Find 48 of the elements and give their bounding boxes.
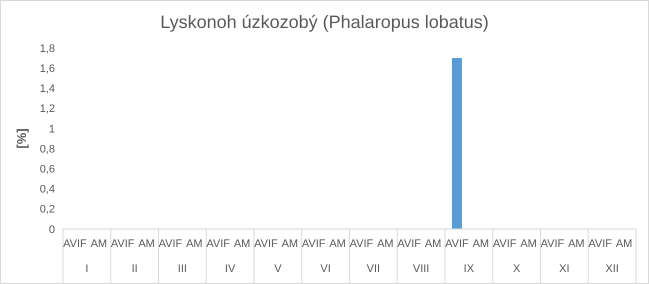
text: AM xyxy=(424,238,442,250)
text: AM xyxy=(186,238,203,250)
y-tick-label: 1,2 xyxy=(40,103,55,116)
text: AVIF xyxy=(254,238,278,250)
text: AVIF xyxy=(158,238,182,250)
chart-title: Lyskonoh úzkozobý (Phalaropus lobatus) xyxy=(160,12,489,32)
text: AM xyxy=(234,238,250,250)
text: AVIF xyxy=(110,238,135,250)
x-tick-label: VIII xyxy=(412,263,430,275)
x-tick-label: IV xyxy=(224,263,236,275)
text: AVIF xyxy=(540,238,564,250)
y-tick-label: 0,4 xyxy=(40,184,55,196)
text: AVIF xyxy=(350,238,374,250)
x-tick-label: VII xyxy=(366,263,380,275)
text: AVIF xyxy=(302,238,326,250)
text: AVIF xyxy=(588,238,612,250)
y-tick-label: 1,8 xyxy=(40,42,55,55)
text: AVIF xyxy=(397,238,422,250)
x-tick-label: XI xyxy=(559,263,570,275)
series-label: AVIF xyxy=(445,238,470,250)
text: AM xyxy=(616,238,632,250)
y-tick-label: 0,2 xyxy=(40,204,55,216)
text: AM xyxy=(568,238,585,250)
x-tick-label: V xyxy=(274,263,282,275)
y-tick-label: 1 xyxy=(48,123,55,136)
x-tick-label: III xyxy=(178,263,187,275)
text: AM xyxy=(138,238,155,250)
y-tick-label: 1,4 xyxy=(40,83,55,96)
y-axis-title: [%] xyxy=(14,128,29,149)
text: AM xyxy=(472,238,490,250)
x-tick-label: X xyxy=(512,263,521,275)
text: AM xyxy=(90,238,108,250)
x-tick-label: II xyxy=(132,263,138,275)
x-tick-label: XII xyxy=(605,263,619,275)
x-tick-label: I xyxy=(85,263,88,275)
text: AVIF xyxy=(63,238,87,250)
text: AVIF xyxy=(492,238,517,250)
y-tick-label: 1,6 xyxy=(40,62,55,75)
y-tick-label: 0,6 xyxy=(40,164,55,176)
x-tick-label: IX xyxy=(464,263,475,275)
y-tick-label: 0,8 xyxy=(40,143,55,156)
text: AM xyxy=(520,238,537,250)
text: AM xyxy=(329,238,346,250)
text: AM xyxy=(377,238,394,250)
y-tick-label: 0 xyxy=(48,224,55,236)
text: AM xyxy=(282,238,298,250)
text: AVIF xyxy=(206,238,230,250)
x-tick-label: VI xyxy=(320,263,331,275)
